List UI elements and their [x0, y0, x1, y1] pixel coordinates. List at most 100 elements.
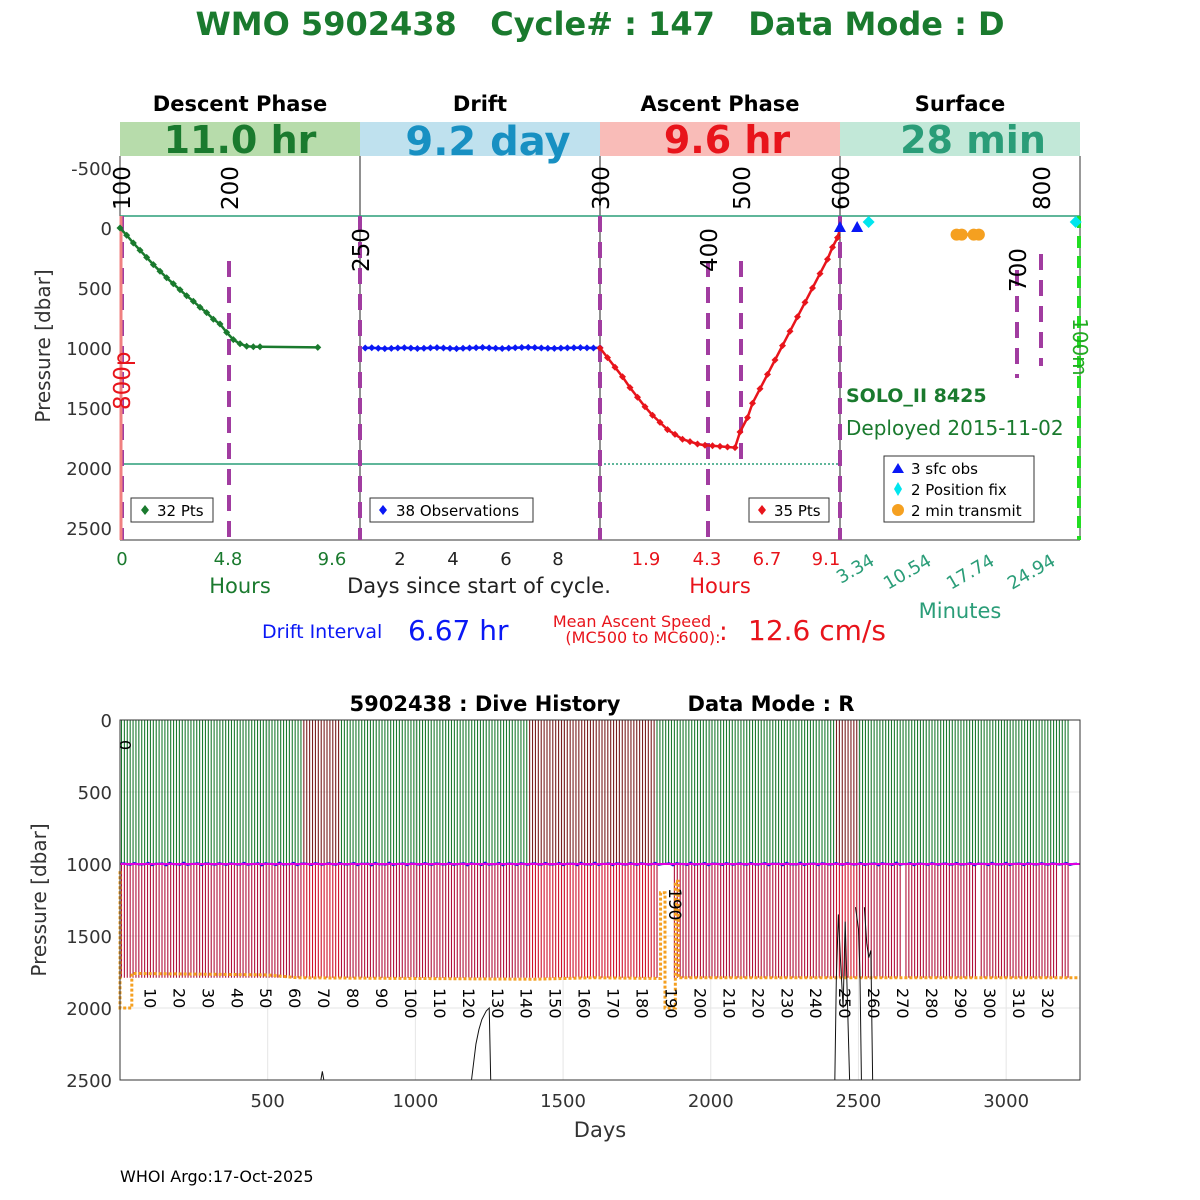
drift-tick-3: 8 — [552, 549, 563, 570]
cycle-label-6: 60 — [285, 988, 304, 1008]
drift-tick-1: 4 — [447, 549, 458, 570]
ascent-point-12 — [686, 438, 694, 446]
ascent-point-18 — [731, 444, 739, 452]
transmit-marker-3 — [972, 228, 985, 241]
descent-point-21 — [256, 343, 264, 351]
cycle-label-11: 110 — [430, 988, 449, 1019]
descent-point-2 — [129, 239, 137, 247]
cycle-label-15: 150 — [546, 988, 565, 1019]
drift-point-24 — [518, 344, 526, 352]
float-name: SOLO_II 8425 — [846, 385, 987, 407]
dive-history-x-ticks: 500 1000 1500 2000 2500 3000 — [251, 1091, 1030, 1112]
dive-history-xlabel: Days — [574, 1118, 626, 1142]
dive-history-frame — [119, 719, 1081, 1081]
ascent-point-30 — [816, 270, 824, 278]
surface-tick-3: 24.94 — [1004, 550, 1059, 594]
descent-point-14 — [209, 315, 217, 323]
cycle-label-13: 130 — [488, 988, 507, 1019]
cycle-label-2: 20 — [169, 988, 188, 1008]
hist-y-tick-4: 2000 — [66, 999, 112, 1020]
drift-point-1 — [368, 344, 376, 352]
hist-y-tick-2: 1000 — [66, 855, 112, 876]
mc-label-250: 250 — [349, 228, 375, 272]
drift-point-11 — [433, 344, 441, 352]
cycle-label-28: 280 — [922, 988, 941, 1019]
dive-history-bars — [120, 720, 1069, 978]
drift-tick-2: 6 — [500, 549, 511, 570]
ascent-point-28 — [801, 298, 809, 306]
series-descent — [116, 224, 322, 351]
descent-point-17 — [229, 336, 237, 344]
cycle-label-12: 120 — [459, 988, 478, 1019]
ascent-point-11 — [679, 435, 686, 443]
cycle-label-16: 160 — [575, 988, 594, 1019]
descent-point-8 — [169, 280, 177, 288]
sfc-obs-marker-1 — [851, 221, 864, 232]
descent-point-10 — [183, 292, 191, 300]
mc-label-800: 800 — [1030, 166, 1056, 210]
cycle-label-3: 30 — [198, 988, 217, 1008]
dive-history-panel: 5902438 : Dive History Data Mode : R 0 10… — [27, 692, 1081, 1142]
position-fix-marker-0 — [862, 216, 875, 228]
descent-point-4 — [143, 253, 151, 261]
drift-point-35 — [589, 344, 597, 352]
top-y-tick-4: 1500 — [66, 399, 112, 420]
label-100m: 100m — [1068, 318, 1092, 376]
drift-point-21 — [498, 344, 506, 352]
drift-point-14 — [453, 345, 461, 353]
top-y-ticks: -500 0 500 1000 1500 2000 2500 — [66, 159, 112, 540]
ascent-point-20 — [744, 414, 751, 422]
dive-history-mode: Data Mode : R — [688, 692, 855, 716]
cycle-profile-panel: Descent Phase Drift Ascent Phase Surface… — [31, 92, 1092, 647]
drift-interval-label: Drift Interval — [262, 621, 382, 643]
drift-point-3 — [381, 345, 389, 353]
legend-descent: 32 Pts — [130, 497, 214, 523]
drift-point-23 — [511, 344, 519, 352]
hist-x-tick-2: 1500 — [540, 1091, 586, 1112]
cycle-label-14: 140 — [517, 988, 536, 1019]
mc-label-300: 300 — [589, 166, 615, 210]
hist-x-tick-0: 500 — [251, 1091, 285, 1112]
cycle-label-7: 70 — [314, 988, 333, 1008]
hist-y-tick-1: 500 — [78, 783, 112, 804]
ascent-point-25 — [779, 342, 786, 350]
descent-point-0 — [116, 224, 124, 232]
legend-ascent-label: 35 Pts — [774, 502, 821, 520]
descent-point-5 — [149, 261, 157, 269]
phase-name-ascent: Ascent Phase — [641, 92, 800, 116]
ascent-point-4 — [626, 384, 634, 392]
legend-ascent-marker — [758, 505, 766, 515]
hist-x-tick-4: 2500 — [836, 1091, 882, 1112]
ascent-point-32 — [829, 243, 836, 251]
ascent-point-21 — [749, 399, 756, 407]
cycle-label-21: 210 — [719, 988, 738, 1019]
cycle-label-9: 90 — [372, 988, 391, 1008]
descent-point-3 — [136, 246, 144, 254]
drift-point-4 — [387, 344, 395, 352]
legend-sfc-obs-label: 3 sfc obs — [911, 460, 978, 478]
ascent-point-16 — [716, 442, 724, 450]
drift-point-33 — [576, 344, 584, 352]
ascent-point-3 — [619, 373, 626, 381]
phase-name-surface: Surface — [915, 92, 1005, 116]
cycle-label-4: 40 — [227, 988, 246, 1008]
legend-ascent: 35 Pts — [748, 497, 830, 523]
drift-interval-value: 6.67 hr — [408, 614, 509, 647]
cycle-label-25: 250 — [835, 988, 854, 1019]
dive-history-title: 5902438 : Dive History — [350, 692, 621, 716]
cycle-label-24: 240 — [806, 988, 825, 1019]
cycle-label-30: 300 — [980, 988, 999, 1019]
ascent-point-0 — [596, 344, 604, 352]
descent-point-12 — [196, 303, 204, 311]
ascent-point-1 — [604, 354, 611, 362]
descent-point-6 — [156, 267, 164, 275]
phase-band-descent — [120, 122, 360, 156]
cycle-label-19: 190 — [661, 988, 680, 1019]
ascent-point-8 — [656, 418, 664, 426]
max-pressure-line — [118, 871, 1080, 1010]
hist-y-tick-5: 2500 — [66, 1071, 112, 1092]
mc-label-400: 400 — [697, 228, 723, 272]
drift-point-27 — [537, 344, 545, 352]
cycle-label-26: 260 — [864, 988, 883, 1019]
